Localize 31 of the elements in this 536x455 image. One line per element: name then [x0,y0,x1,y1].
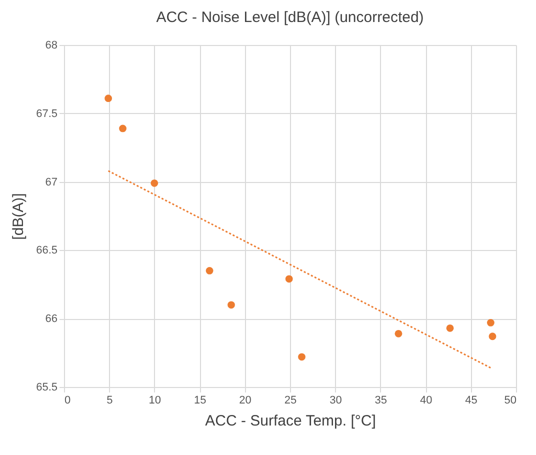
x-tick-label: 15 [194,394,206,406]
y-tick-label: 67.5 [36,108,58,120]
point [488,332,496,340]
y-tick-label: 67 [45,176,58,188]
point [206,267,214,274]
x-tick-label: 45 [465,394,478,406]
x-tick-label: 40 [420,394,432,406]
chart-title: ACC - Noise Level [dB(A)] (uncorrected) [156,9,424,26]
point [119,124,126,132]
y-tick-label: 65.5 [36,382,58,394]
x-tick-label: 5 [106,394,113,406]
point [228,301,235,309]
x-tick-label: 10 [148,394,162,406]
point [394,330,402,338]
point [285,275,293,283]
point [486,319,494,326]
y-axis-title: [dB(A)] [10,193,28,240]
x-tick-label: 35 [374,394,388,406]
x-tick-label: 50 [504,394,516,406]
point [298,353,306,361]
point [446,324,454,332]
point [104,94,112,102]
x-tick-label: 20 [239,394,252,406]
y-tick-label: 66.5 [36,244,58,257]
x-tick-label: 25 [284,394,297,406]
x-tick-label: 30 [330,394,342,406]
y-tick-label: 68 [45,40,58,52]
point [150,179,158,187]
y-tick-label: 66 [45,313,58,326]
x-tick-label: 0 [64,394,71,406]
x-axis-title: ACC - Surface Temp. [°C] [205,412,376,430]
